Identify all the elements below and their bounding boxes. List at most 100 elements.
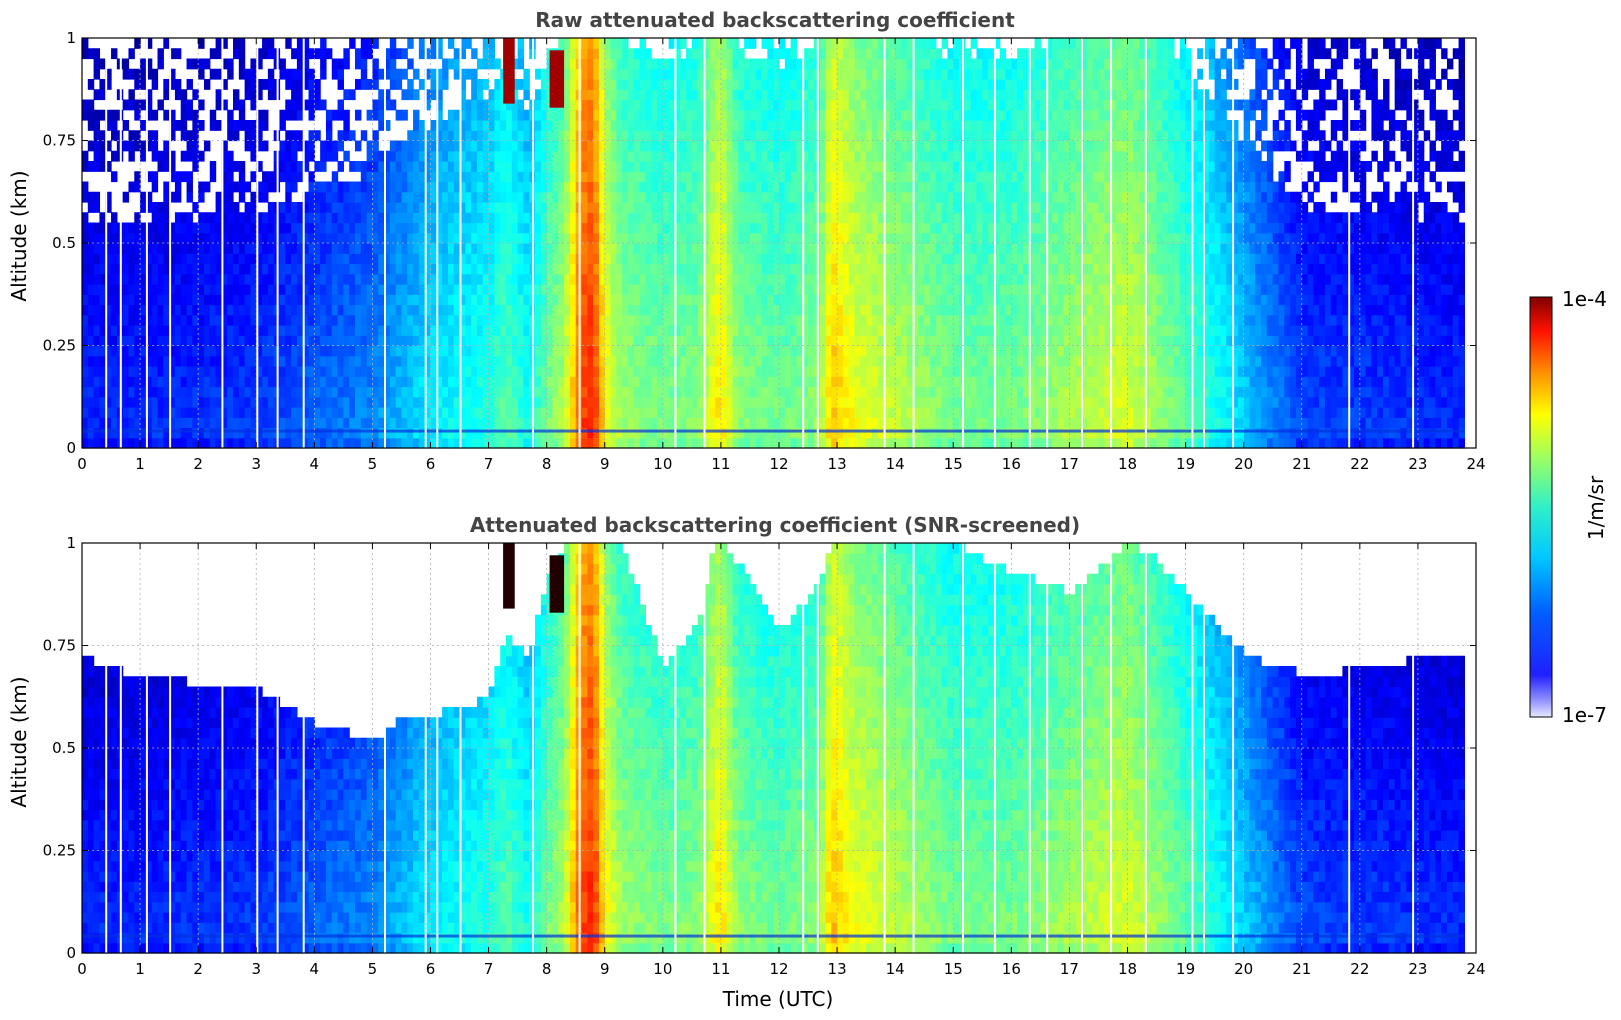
heatmap-cell: [825, 222, 832, 234]
heatmap-cell: [424, 284, 432, 295]
heatmap-cell: [174, 396, 182, 408]
heatmap-cell: [535, 161, 542, 172]
heatmap-cell: [837, 366, 844, 377]
heatmap-cell: [488, 161, 495, 172]
heatmap-cell: [744, 120, 751, 131]
heatmap-cell: [221, 314, 228, 326]
heatmap-cell: [697, 314, 705, 326]
heatmap-cell: [145, 99, 153, 111]
heatmap-cell: [459, 253, 466, 265]
heatmap-cell: [616, 109, 623, 121]
heatmap-cell: [831, 294, 838, 306]
heatmap-cell: [471, 120, 478, 131]
heatmap-cell: [465, 212, 472, 224]
heatmap-cell: [325, 273, 333, 285]
heatmap-cell: [140, 366, 147, 377]
heatmap-cell: [262, 294, 269, 306]
heatmap-cell: [349, 325, 356, 336]
heatmap-cell: [424, 325, 432, 336]
heatmap-cell: [372, 181, 379, 193]
heatmap-cell: [366, 284, 374, 295]
heatmap-cell: [732, 161, 739, 172]
heatmap-cell: [349, 427, 356, 439]
heatmap-cell: [459, 99, 466, 111]
heatmap-cell: [343, 396, 350, 408]
heatmap-cell: [151, 396, 159, 408]
heatmap-cell: [540, 109, 548, 121]
heatmap-cell: [488, 376, 495, 388]
heatmap-cell: [99, 89, 106, 101]
heatmap-cell: [291, 140, 298, 152]
heatmap-cell: [831, 314, 838, 326]
heatmap-cell: [238, 427, 246, 439]
heatmap-cell: [535, 437, 542, 449]
heatmap-cell: [831, 232, 838, 244]
heatmap-cell: [325, 130, 333, 142]
heatmap-cell: [866, 191, 873, 203]
heatmap-cell: [244, 335, 252, 347]
heatmap-cell: [407, 396, 414, 408]
heatmap-cell: [744, 345, 751, 357]
heatmap-cell: [552, 263, 559, 275]
heatmap-cell: [360, 68, 368, 80]
heatmap-cell: [668, 273, 676, 285]
heatmap-cell: [244, 376, 252, 388]
heatmap-cell: [657, 427, 664, 439]
heatmap-cell: [372, 407, 379, 418]
heatmap-cell: [331, 294, 339, 306]
heatmap-cell: [651, 99, 658, 111]
heatmap-cell: [244, 366, 252, 377]
heatmap-cell: [825, 396, 832, 408]
heatmap-cell: [790, 222, 798, 234]
heatmap-cell: [465, 335, 472, 347]
heatmap-cell: [349, 222, 356, 234]
heatmap-cell: [244, 345, 252, 357]
heatmap-cell: [564, 181, 571, 193]
heatmap-cell: [674, 171, 681, 183]
heatmap-cell: [174, 120, 182, 131]
heatmap-cell: [488, 130, 495, 142]
heatmap-cell: [320, 314, 327, 326]
heatmap-cell: [407, 263, 414, 275]
heatmap-cell: [494, 407, 501, 418]
heatmap-cell: [296, 294, 304, 306]
heatmap-cell: [726, 58, 734, 70]
heatmap-cell: [831, 222, 838, 234]
heatmap-cell: [186, 427, 193, 439]
heatmap-cell: [424, 243, 432, 254]
heatmap-cell: [703, 355, 710, 367]
heatmap-cell: [697, 99, 705, 111]
heatmap-cell: [767, 325, 774, 336]
heatmap-cell: [808, 79, 815, 90]
heatmap-cell: [598, 120, 606, 131]
heatmap-cell: [325, 386, 333, 398]
heatmap-cell: [378, 345, 385, 357]
heatmap-cell: [395, 396, 403, 408]
heatmap-cell: [842, 396, 850, 408]
heatmap-cell: [848, 386, 856, 398]
heatmap-cell: [482, 212, 490, 224]
heatmap-cell: [186, 273, 193, 285]
heatmap-cell: [482, 202, 490, 213]
heatmap-cell: [546, 243, 554, 254]
heatmap-cell: [169, 294, 176, 306]
heatmap-cell: [511, 243, 519, 254]
heatmap-cell: [877, 243, 885, 254]
heatmap-cell: [819, 263, 827, 275]
heatmap-cell: [401, 181, 408, 193]
heatmap-cell: [186, 314, 193, 326]
heatmap-cell: [703, 243, 710, 254]
heatmap-cell: [111, 376, 118, 388]
heatmap-cell: [244, 325, 252, 336]
heatmap-cell: [627, 345, 635, 357]
heatmap-cell: [233, 366, 240, 377]
heatmap-cell: [250, 191, 257, 203]
heatmap-cell: [755, 99, 763, 111]
heatmap-cell: [372, 273, 379, 285]
heatmap-cell: [535, 376, 542, 388]
heatmap-cell: [93, 243, 101, 254]
heatmap-cell: [633, 417, 641, 429]
heatmap-cell: [343, 232, 350, 244]
heatmap-cell: [686, 294, 693, 306]
